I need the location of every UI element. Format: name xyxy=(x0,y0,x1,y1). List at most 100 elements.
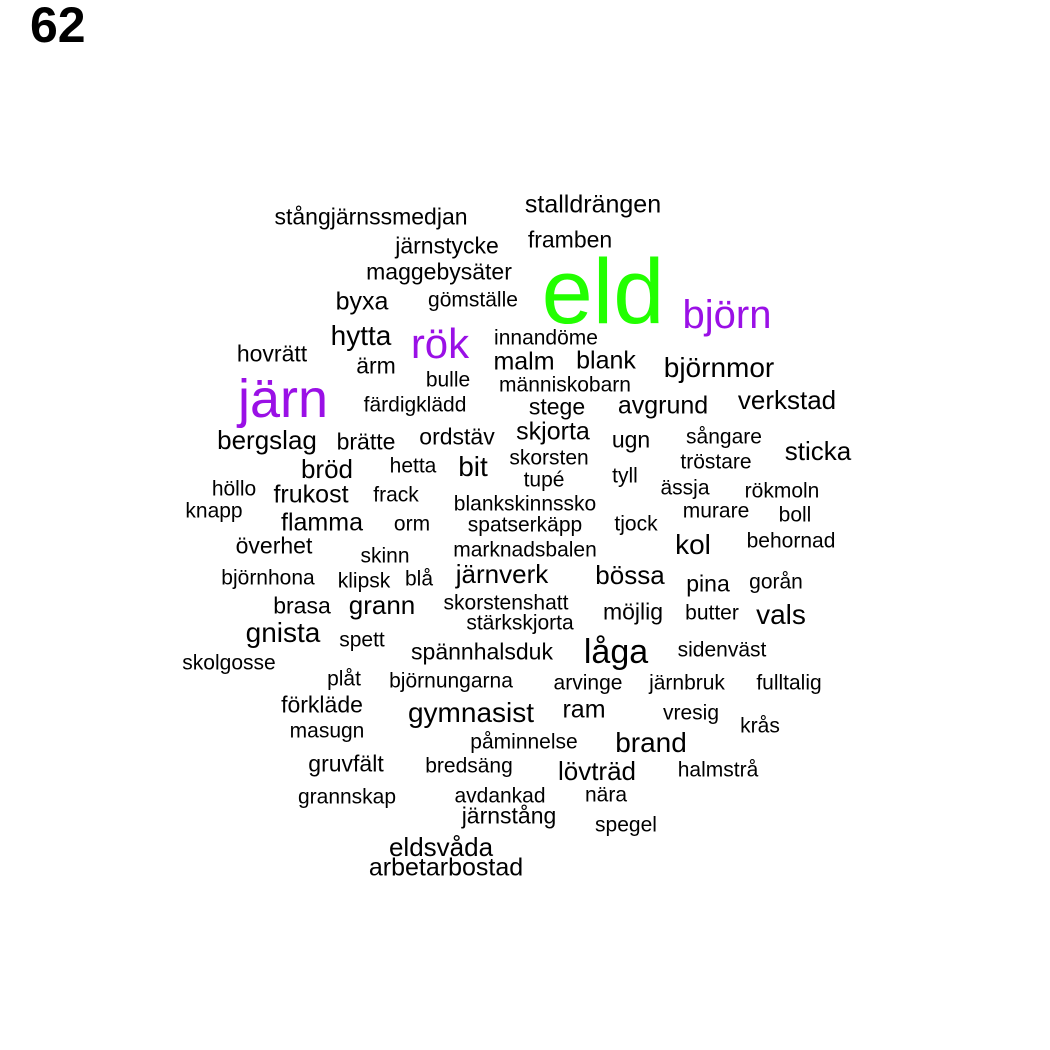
word-item: malm xyxy=(493,347,555,376)
word-item: ärm xyxy=(356,352,396,379)
word-item: tjock xyxy=(614,512,658,536)
word-item: gnista xyxy=(245,617,321,648)
word-item: nära xyxy=(584,783,628,807)
word-item: rök xyxy=(410,320,470,367)
word-item: tupé xyxy=(523,468,565,492)
word-item: innandöme xyxy=(494,326,598,350)
word-item: människobarn xyxy=(499,373,631,397)
word-item: arbetarbostad xyxy=(368,853,524,882)
word-item: vresig xyxy=(662,701,720,725)
word-item: skolgosse xyxy=(182,651,276,675)
word-item: tröstare xyxy=(680,450,752,474)
word-item: murare xyxy=(682,499,750,523)
word-item: björnhona xyxy=(221,566,315,590)
word-item: björnmor xyxy=(663,352,775,383)
word-item: boll xyxy=(778,503,812,527)
word-item: brätte xyxy=(336,428,396,455)
word-item: grannskap xyxy=(297,785,397,809)
word-item: avgrund xyxy=(617,391,709,420)
word-item: arvinge xyxy=(553,671,623,695)
word-item: björnungarna xyxy=(389,669,513,693)
word-item: björn xyxy=(682,293,772,337)
word-item: bröd xyxy=(300,454,354,484)
word-item: ordstäv xyxy=(419,423,495,450)
word-item: färdigklädd xyxy=(363,393,467,417)
word-item: tyll xyxy=(612,464,638,488)
word-item: hovrätt xyxy=(236,340,308,367)
word-item: sångare xyxy=(686,425,762,449)
word-item: gymnasist xyxy=(407,697,535,728)
word-item: pina xyxy=(686,570,730,597)
word-item: järnstång xyxy=(461,802,557,829)
word-item: grann xyxy=(348,590,416,620)
word-item: gruvfält xyxy=(308,750,384,777)
word-item: ram xyxy=(562,695,606,724)
word-item: järnverk xyxy=(455,559,549,589)
word-item: lövträd xyxy=(557,756,637,786)
word-item: behornad xyxy=(746,529,836,553)
word-item: järnbruk xyxy=(649,671,725,695)
word-item: hetta xyxy=(389,454,437,478)
word-item: blankskinnssko xyxy=(453,492,597,516)
word-item: halmstrå xyxy=(677,758,759,782)
word-item: ugn xyxy=(611,426,651,453)
word-item: låga xyxy=(583,633,649,671)
word-item: klipsk xyxy=(337,569,391,593)
word-item: bössa xyxy=(595,560,665,590)
word-item: bergslag xyxy=(217,425,317,455)
word-item: stalldrängen xyxy=(524,190,662,219)
word-item: hytta xyxy=(330,320,392,351)
word-item: masugn xyxy=(289,719,365,743)
word-item: eldsvåda xyxy=(388,832,494,862)
word-item: brand xyxy=(615,727,687,758)
word-item: järnstycke xyxy=(395,232,499,259)
word-item: skorstenshatt xyxy=(443,591,569,615)
word-item: spegel xyxy=(595,813,657,837)
word-item: stege xyxy=(528,393,586,420)
word-item: bit xyxy=(458,451,488,482)
word-item: förkläde xyxy=(281,691,363,718)
word-item: blank xyxy=(576,346,636,375)
word-item: skinn xyxy=(360,544,410,568)
word-item: flamma xyxy=(281,508,363,537)
word-item: påminnelse xyxy=(470,730,578,754)
word-item: stärkskjorta xyxy=(466,611,574,635)
word-item: knapp xyxy=(185,499,243,523)
word-item: vals xyxy=(756,599,806,630)
word-item: eld xyxy=(541,241,665,343)
word-item: spännhalsduk xyxy=(411,638,553,665)
word-item: kol xyxy=(675,529,711,560)
word-item: byxa xyxy=(335,287,389,316)
word-item: brasa xyxy=(273,592,331,619)
word-item: gömställe xyxy=(428,288,518,312)
word-item: framben xyxy=(527,226,613,253)
word-item: överhet xyxy=(235,532,313,559)
word-item: maggebysäter xyxy=(366,258,512,285)
word-item: blå xyxy=(404,567,434,591)
word-item: skjorta xyxy=(516,417,590,446)
word-item: höllo xyxy=(211,477,257,501)
word-item: marknadsbalen xyxy=(453,538,597,562)
word-item: stångjärnssmedjan xyxy=(274,203,468,230)
word-item: bulle xyxy=(425,368,471,392)
word-item: sidenväst xyxy=(677,638,767,662)
word-item: plåt xyxy=(327,667,361,691)
word-item: gorån xyxy=(749,570,803,594)
word-item: järn xyxy=(237,369,329,429)
word-item: avdankad xyxy=(454,784,546,808)
word-item: frack xyxy=(373,483,419,507)
word-item: bredsäng xyxy=(425,754,513,778)
word-item: spett xyxy=(339,628,385,652)
word-item: sticka xyxy=(784,436,852,466)
word-item: verkstad xyxy=(737,385,837,415)
word-item: rökmoln xyxy=(744,479,820,503)
word-item: spatserkäpp xyxy=(467,513,583,537)
word-item: skorsten xyxy=(509,446,589,470)
word-item: ässja xyxy=(660,476,710,500)
word-item: frukost xyxy=(273,480,349,509)
word-item: butter xyxy=(685,601,739,625)
word-item: fulltalig xyxy=(756,671,822,695)
page-number: 62 xyxy=(30,0,86,53)
word-item: möjlig xyxy=(602,598,664,625)
